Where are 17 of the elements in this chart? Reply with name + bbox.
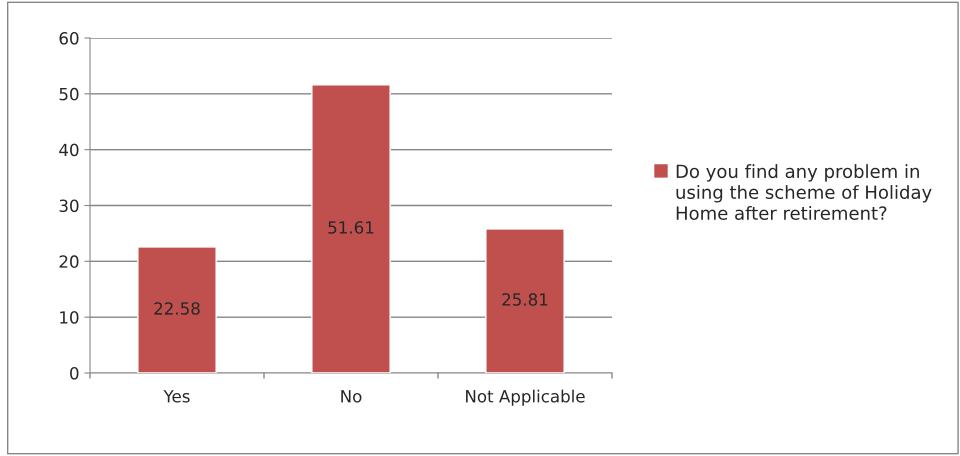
data-label: 22.58	[154, 302, 200, 315]
y-tick-label: 30	[60, 199, 78, 212]
y-tick-label: 50	[60, 88, 78, 100]
y-tick-label: 0	[70, 366, 78, 380]
bar	[485, 228, 565, 373]
bar	[311, 84, 391, 373]
bar	[137, 246, 217, 373]
data-label: 51.61	[328, 221, 374, 234]
y-tick-label: 40	[59, 144, 78, 156]
x-tick-label: Yes	[164, 390, 190, 403]
y-tick-label: 10	[60, 311, 78, 324]
y-tick-label: 60	[60, 32, 78, 45]
legend-label: Do you find any problem in using the scheme of Holiday Home after retirement?	[676, 164, 932, 220]
x-tick-label: No	[341, 390, 362, 403]
data-label: 25.81	[502, 293, 548, 306]
y-tick-label: 20	[60, 255, 78, 268]
x-tick-label: Not Applicable	[466, 390, 585, 406]
